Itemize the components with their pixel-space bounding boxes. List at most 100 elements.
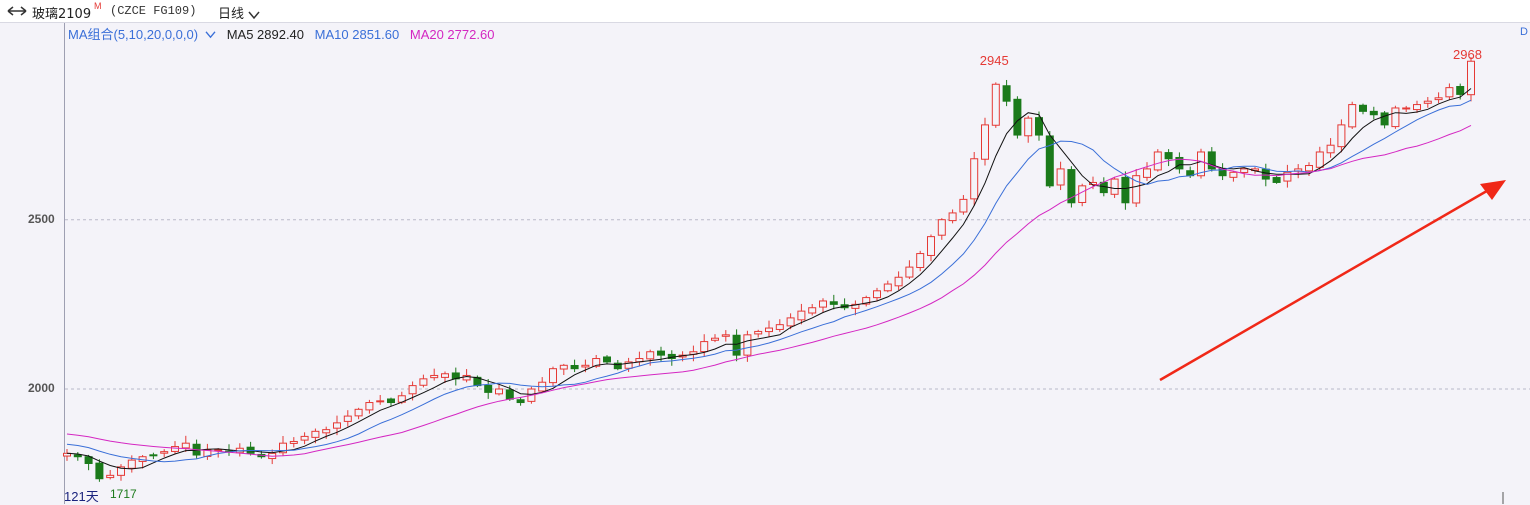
candle-body bbox=[1024, 117, 1033, 137]
candle-body bbox=[1456, 86, 1465, 95]
candle-body bbox=[883, 283, 892, 292]
candle-body bbox=[1326, 144, 1335, 154]
candle-body bbox=[365, 402, 374, 411]
candle-body bbox=[462, 374, 471, 381]
trend-arrow-head-icon bbox=[1480, 180, 1506, 200]
ma-legend: MA组合(5,10,20,0,0,0) MA5 2892.40 MA10 285… bbox=[68, 24, 501, 42]
ma5-value: MA5 2892.40 bbox=[226, 27, 305, 42]
candle-body bbox=[1348, 104, 1357, 128]
candle-body bbox=[797, 310, 806, 321]
candle-body bbox=[1197, 151, 1205, 177]
candle-body bbox=[322, 429, 331, 434]
candle-body bbox=[775, 324, 784, 330]
candle-body bbox=[1229, 171, 1238, 178]
candle-body bbox=[1078, 185, 1087, 203]
candle-body bbox=[441, 373, 449, 378]
candle-body bbox=[408, 385, 417, 395]
candle-body bbox=[160, 451, 169, 454]
last-price-label: 2968 bbox=[1453, 47, 1482, 62]
candle-body bbox=[106, 474, 115, 479]
candle-body bbox=[808, 307, 817, 314]
candle-body bbox=[624, 361, 633, 369]
candle-body bbox=[743, 334, 752, 356]
chart-toolbar: 玻璃2109 M (CZCE FG109) 日线 bbox=[0, 0, 1530, 23]
candle-body bbox=[376, 400, 385, 403]
period-selector[interactable]: 日线 bbox=[218, 3, 260, 22]
candle-body bbox=[1045, 135, 1054, 187]
candle-body bbox=[786, 317, 795, 327]
candle-body bbox=[927, 236, 935, 256]
candle-body bbox=[894, 276, 903, 287]
candle-body bbox=[127, 459, 136, 469]
chart-plot-area[interactable] bbox=[64, 23, 1530, 504]
candle-body bbox=[905, 266, 914, 278]
candle-body bbox=[1143, 168, 1151, 178]
candle-body bbox=[1402, 107, 1411, 110]
candle-body bbox=[1423, 100, 1432, 104]
back-arrows-icon[interactable] bbox=[6, 3, 28, 19]
candle-body bbox=[95, 462, 104, 480]
candle-body bbox=[570, 364, 579, 370]
candle-body bbox=[1283, 171, 1292, 182]
candle-body bbox=[1467, 60, 1475, 96]
candle-body bbox=[1445, 87, 1454, 98]
candle-body bbox=[1002, 85, 1011, 102]
candle-body bbox=[1175, 156, 1184, 170]
candle-body bbox=[754, 330, 763, 335]
candle-body bbox=[1337, 124, 1346, 148]
ma5-line bbox=[66, 88, 1472, 470]
candle-body bbox=[819, 300, 827, 308]
candle-body bbox=[333, 422, 341, 429]
high-price-label: 2945 bbox=[980, 53, 1009, 68]
candle-body bbox=[559, 364, 568, 370]
candle-body bbox=[1413, 104, 1421, 111]
candle-body bbox=[354, 408, 363, 417]
candle-body bbox=[646, 351, 655, 360]
symbol-title: 玻璃2109 bbox=[32, 7, 92, 22]
trend-arrow-line bbox=[1159, 186, 1493, 382]
ma-combo-selector[interactable]: MA组合(5,10,20,0,0,0) bbox=[68, 27, 216, 42]
candle-body bbox=[311, 430, 320, 438]
ma-combo-label: MA组合(5,10,20,0,0,0) bbox=[68, 27, 199, 42]
candle-body bbox=[1013, 98, 1022, 136]
candle-body bbox=[603, 356, 611, 363]
candle-body bbox=[873, 290, 881, 299]
candle-body bbox=[1153, 151, 1162, 171]
candle-body bbox=[300, 435, 309, 441]
main-contract-badge: M bbox=[94, 1, 102, 11]
y-tick-2000: 2000 bbox=[28, 381, 55, 395]
candle-body bbox=[948, 212, 957, 222]
period-label: 日线 bbox=[218, 7, 245, 22]
candle-body bbox=[516, 399, 525, 404]
candle-body bbox=[1035, 117, 1043, 136]
candle-body bbox=[387, 398, 395, 404]
low-price-label: 1717 bbox=[110, 487, 137, 501]
candle-body bbox=[181, 442, 190, 449]
candle-body bbox=[1380, 112, 1389, 126]
candle-body bbox=[1099, 181, 1108, 194]
candle-body bbox=[1164, 152, 1173, 160]
candle-body bbox=[1315, 151, 1324, 168]
candle-body bbox=[1121, 176, 1130, 204]
candle-body bbox=[981, 124, 989, 160]
candle-body bbox=[1359, 104, 1367, 112]
candle-body bbox=[343, 415, 352, 422]
candle-body bbox=[1089, 181, 1097, 186]
ma10-value: MA10 2851.60 bbox=[314, 27, 400, 42]
candle-body bbox=[592, 358, 601, 367]
candle-body bbox=[1261, 168, 1270, 180]
candle-body bbox=[732, 334, 741, 356]
candle-body bbox=[700, 341, 709, 353]
candle-body bbox=[1110, 178, 1119, 195]
candle-body bbox=[1056, 168, 1065, 186]
candle-body bbox=[711, 337, 719, 341]
candle-body bbox=[1207, 151, 1216, 170]
candle-body bbox=[171, 446, 179, 452]
corner-label: D bbox=[1520, 26, 1528, 38]
candle-body bbox=[959, 198, 968, 213]
candle-body bbox=[765, 327, 773, 333]
symbol-code: (CZCE FG109) bbox=[110, 4, 197, 18]
candle-body bbox=[1240, 168, 1249, 173]
candle-body bbox=[505, 389, 514, 400]
